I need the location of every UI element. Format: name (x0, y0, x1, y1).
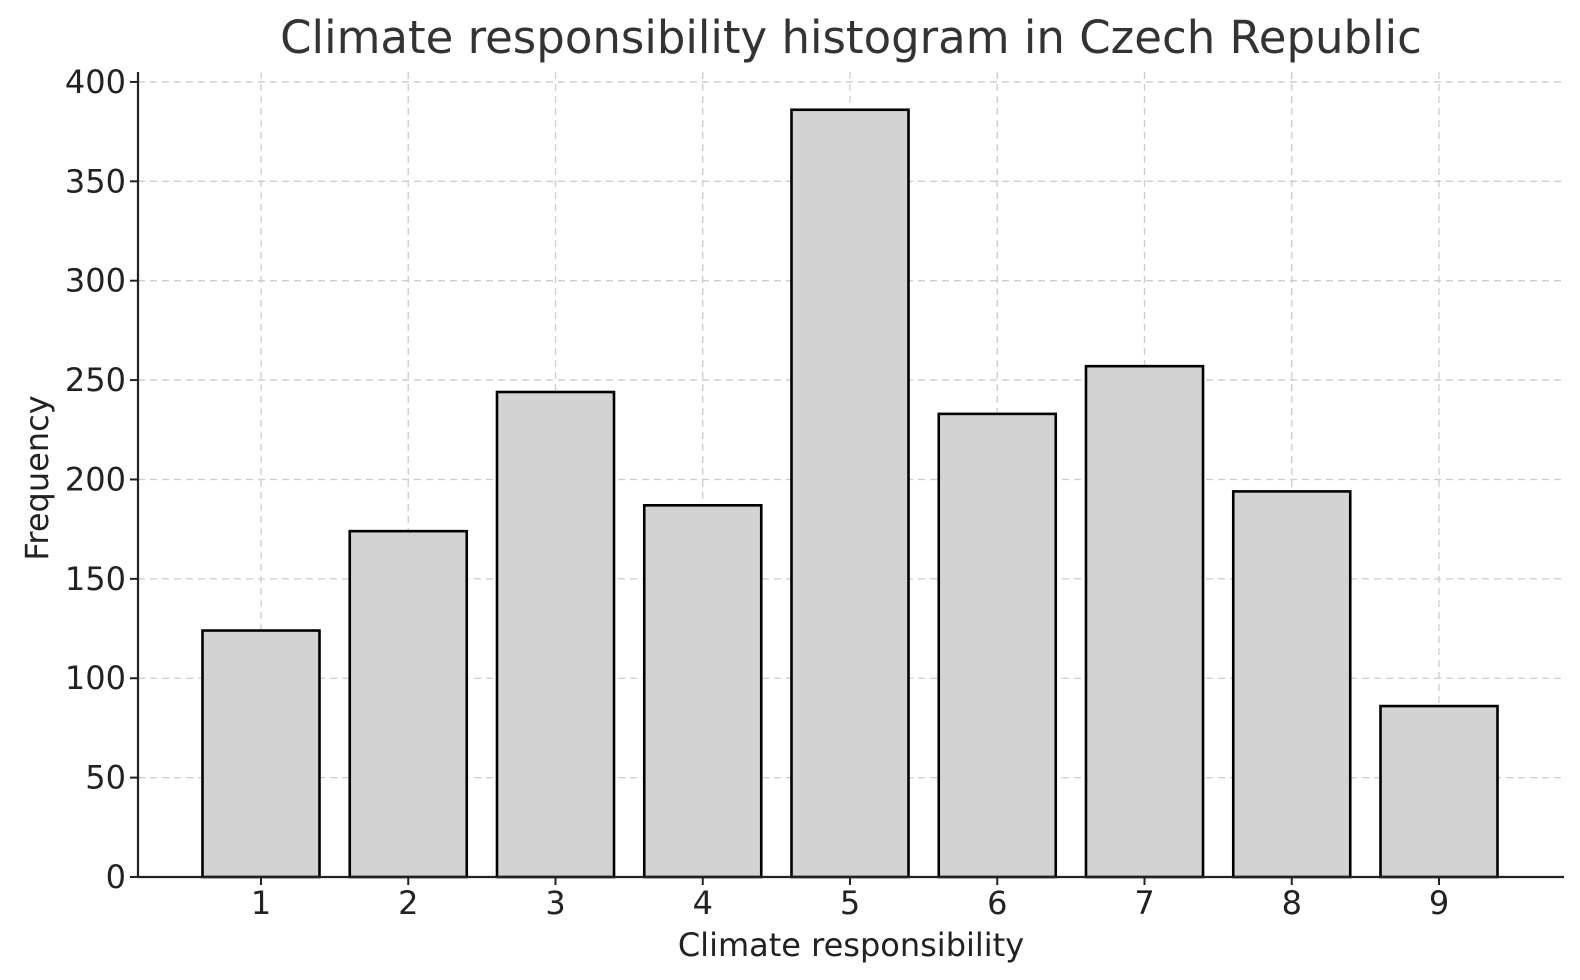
bar-3 (495, 390, 616, 879)
y-tick-label: 350 (65, 162, 126, 200)
x-tick-label: 1 (251, 884, 271, 922)
y-tick-label: 250 (65, 361, 126, 399)
y-axis-label: Frequency (18, 395, 56, 560)
y-tick-label: 50 (85, 759, 126, 797)
x-tick-label: 5 (840, 884, 860, 922)
y-tick-label: 150 (65, 560, 126, 598)
y-tick-label: 300 (65, 262, 126, 300)
bar-8 (1231, 490, 1352, 879)
x-tick-label: 3 (545, 884, 565, 922)
bars (201, 108, 1499, 879)
x-axis-label: Climate responsibility (678, 926, 1024, 964)
x-tick-label: 9 (1429, 884, 1449, 922)
x-tick-label: 6 (987, 884, 1007, 922)
bar-4 (642, 504, 763, 879)
chart-title: Climate responsibility histogram in Czec… (280, 11, 1422, 64)
tick-labels: 0 50 100 150 200 250 300 350 400 1 2 3 4 5 6 7 8 9 (65, 63, 1449, 922)
y-tick-label: 400 (65, 63, 126, 101)
bar-5 (790, 108, 910, 879)
bar-6 (937, 412, 1058, 879)
y-tick-label: 0 (106, 858, 126, 896)
y-tick-label: 200 (65, 460, 126, 498)
x-tick-label: 7 (1134, 884, 1154, 922)
bar-1 (201, 629, 321, 879)
bar-2 (348, 529, 469, 879)
bar-9 (1379, 704, 1499, 879)
bar-7 (1084, 364, 1205, 879)
x-tick-label: 2 (398, 884, 418, 922)
x-tick-label: 4 (693, 884, 713, 922)
x-tick-label: 8 (1282, 884, 1302, 922)
y-tick-label: 100 (65, 659, 126, 697)
